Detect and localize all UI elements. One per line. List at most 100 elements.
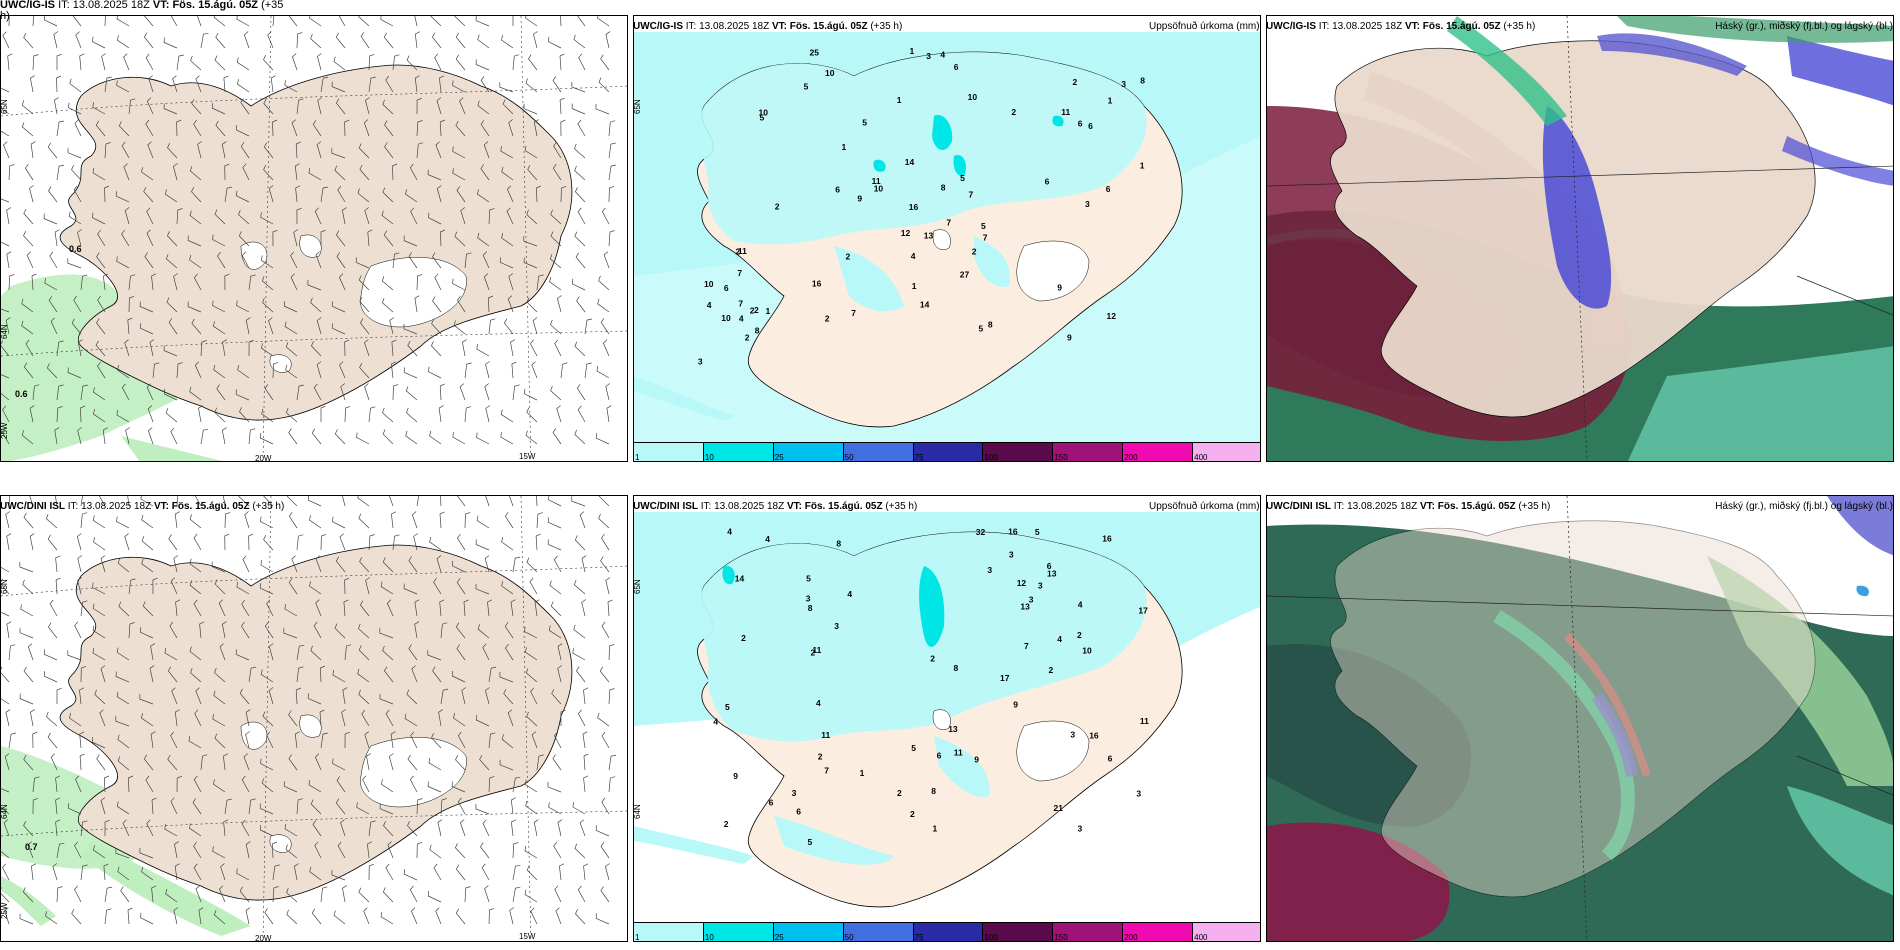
wind-barb (145, 119, 154, 137)
precip-value: 7 (983, 233, 988, 243)
wind-barb (359, 363, 370, 379)
wind-barb (6, 621, 12, 639)
precip-value: 4 (713, 717, 718, 727)
wind-barb (22, 579, 34, 595)
wind-barb (74, 841, 82, 859)
wind-barb (488, 908, 495, 925)
wind-barb (574, 429, 586, 445)
wind-barb (151, 885, 157, 903)
wind-barb (146, 819, 154, 837)
wind-barb (222, 621, 227, 639)
wind-barb (94, 689, 106, 705)
wind-barb (367, 229, 373, 247)
wind-barb (484, 885, 490, 903)
wind-barb (268, 643, 274, 661)
wind-barb (190, 55, 202, 71)
it-label: IT: (700, 501, 712, 512)
wind-barb (69, 78, 82, 93)
wind-barb (335, 798, 346, 815)
wind-barb (578, 53, 586, 71)
wind-barb (550, 319, 562, 335)
wind-barb (485, 496, 490, 507)
wind-barb (360, 32, 370, 49)
lat-label: 64N (1, 804, 9, 819)
wind-barb (427, 781, 442, 793)
wind-barb (363, 119, 370, 137)
wind-barb (456, 186, 466, 203)
wind-barb (1, 374, 10, 379)
wind-barb (427, 650, 442, 661)
precip-value: 11 (812, 645, 821, 655)
wind-barb (597, 16, 610, 27)
wind-barb (410, 907, 418, 925)
wind-barb (190, 667, 202, 683)
wind-barb (1, 198, 10, 203)
wind-barb (295, 185, 301, 203)
wind-barb (214, 667, 226, 683)
wind-barb (583, 753, 589, 771)
wind-barb (261, 275, 274, 291)
wind-barb (29, 496, 34, 507)
wind-barb (5, 317, 11, 335)
wind-barb (24, 163, 34, 181)
wind-top-header: UWC/IG-IS IT: 13.08.2025 18Z VT: Fös. 15… (0, 0, 283, 22)
wind-barb (365, 577, 370, 595)
wind-barb (595, 433, 610, 445)
wind-barb (413, 533, 418, 551)
precip-value: 5 (760, 112, 765, 122)
wind-barb (440, 798, 447, 815)
precip-value: 5 (911, 743, 916, 753)
wind-barb (501, 536, 514, 551)
wind-barb (1, 427, 10, 445)
wind-barb (147, 141, 154, 159)
wind-barb (238, 209, 250, 225)
wind-barb (506, 207, 514, 225)
wind-barb (189, 210, 202, 225)
wind-barb (455, 120, 466, 137)
wind-barb (368, 863, 374, 881)
wind-barb (583, 775, 589, 793)
lon-label: 25W (1, 902, 9, 919)
wind-barb (214, 55, 226, 71)
precip-value: 8 (954, 663, 959, 673)
precip-value: 2 (1049, 665, 1054, 675)
wind-barb (416, 798, 423, 815)
wind-barb (263, 535, 274, 551)
wind-barb (391, 361, 396, 379)
wind-barb (333, 910, 346, 925)
wind-barb (320, 533, 327, 551)
wind-barb (235, 389, 250, 401)
wind-barb (19, 627, 34, 639)
wind-barb (147, 405, 154, 423)
precip-value: 3 (1029, 595, 1034, 605)
wind-barb (121, 229, 130, 247)
wind-barb (457, 496, 466, 507)
wind-barb (483, 141, 490, 159)
wind-barb (603, 251, 610, 269)
wind-barb (320, 76, 329, 93)
wind-barb (21, 430, 34, 445)
wind-barb (531, 361, 538, 379)
wind-barb (296, 798, 303, 815)
wind-barb (309, 866, 322, 881)
wind-barb (189, 580, 202, 595)
wind-barb (475, 714, 490, 727)
valid-time: VT: Fös. 15.ágú. 05Z (771, 21, 868, 32)
wind-barb (32, 384, 40, 401)
wind-barb (100, 555, 106, 573)
wind-barb (266, 599, 274, 617)
wind-barb (559, 863, 565, 881)
wind-barb (501, 581, 514, 595)
wind-barb (320, 186, 328, 203)
precip-value: 9 (733, 771, 738, 781)
colorbar-box: 400 (1193, 443, 1260, 461)
wind-barb (263, 496, 274, 507)
wind-barb (385, 709, 394, 727)
wind-barb (308, 167, 322, 181)
wind-barb (512, 776, 521, 793)
wind-barb (380, 16, 394, 27)
wind-barb (310, 341, 322, 357)
precip-value: 5 (725, 702, 730, 712)
wind-barb (211, 561, 226, 573)
wind-barb (573, 34, 586, 49)
